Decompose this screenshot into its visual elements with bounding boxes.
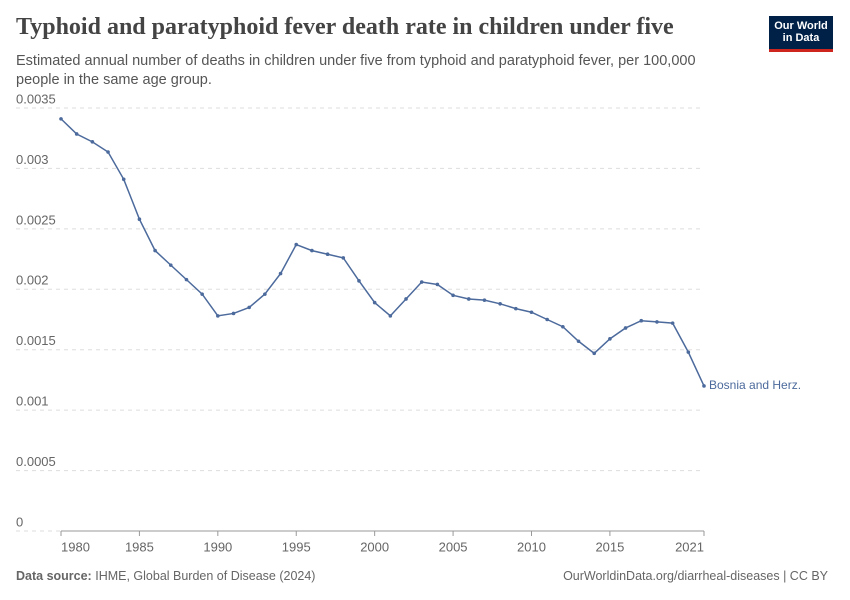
url[interactable]: OurWorldinData.org/diarrheal-diseases | … <box>563 569 828 583</box>
point <box>451 293 455 298</box>
logo[interactable]: Our World in Data <box>769 16 833 52</box>
point <box>576 339 581 344</box>
point <box>702 384 706 388</box>
point <box>388 314 393 318</box>
y-tick-label: 0.002 <box>16 273 49 288</box>
y-tick-label: 0.0015 <box>16 333 56 348</box>
point <box>121 177 126 182</box>
y-tick-label: 0.0035 <box>16 91 56 106</box>
point <box>153 248 157 253</box>
source-label: Data source: <box>16 569 92 583</box>
point <box>514 306 518 311</box>
chart-title: Typhoid and paratyphoid fever death rate… <box>16 14 674 40</box>
point <box>325 252 330 257</box>
point <box>137 217 142 221</box>
point <box>529 310 534 315</box>
point <box>247 305 251 310</box>
point <box>216 314 220 318</box>
point <box>372 300 377 305</box>
y-tick-label: 0.0025 <box>16 212 56 227</box>
source: Data source: IHME, Global Burden of Dise… <box>16 569 315 583</box>
y-tick-label: 0 <box>16 514 23 529</box>
point <box>482 298 487 302</box>
point <box>278 271 283 276</box>
logo-line: Our World <box>774 20 828 32</box>
point <box>59 117 63 121</box>
x-tick-label: 1995 <box>282 539 311 554</box>
point <box>545 317 549 322</box>
point <box>310 248 314 253</box>
point <box>639 318 644 323</box>
point <box>341 256 346 260</box>
y-tick-label: 0.0005 <box>16 454 56 469</box>
chart-subtitle: Estimated annual number of deaths in chi… <box>16 53 696 88</box>
point <box>357 279 361 283</box>
y-tick-label: 0.003 <box>16 152 49 167</box>
point <box>435 282 440 287</box>
point <box>294 242 299 247</box>
point <box>168 263 173 267</box>
logo-line: in Data <box>782 32 820 44</box>
point <box>592 351 597 356</box>
x-tick-label: 1980 <box>61 539 90 554</box>
x-tick-label: 1985 <box>125 539 154 554</box>
point <box>231 311 236 316</box>
point <box>74 132 79 136</box>
x-tick-label: 2015 <box>595 539 624 554</box>
point <box>686 350 691 354</box>
x-tick-label: 2005 <box>439 539 468 554</box>
point <box>466 297 471 301</box>
point <box>498 301 502 306</box>
x-tick-label: 2021 <box>675 539 704 554</box>
point <box>184 277 189 282</box>
y-tick-label: 0.001 <box>16 394 49 409</box>
source-text: IHME, Global Burden of Disease (2024) <box>95 569 316 583</box>
point <box>623 326 628 330</box>
point <box>670 321 675 325</box>
point <box>106 150 110 154</box>
point <box>263 292 267 296</box>
point <box>561 324 565 329</box>
point <box>404 297 408 301</box>
x-tick-label: 2010 <box>517 539 546 554</box>
point <box>655 320 659 324</box>
point <box>608 337 612 341</box>
x-tick-label: 1990 <box>203 539 232 554</box>
point <box>90 140 95 144</box>
series-line <box>60 118 705 387</box>
point <box>200 292 204 296</box>
point <box>419 280 424 284</box>
x-tick-label: 2000 <box>360 539 389 554</box>
series-label: Bosnia and Herz. <box>709 378 801 392</box>
